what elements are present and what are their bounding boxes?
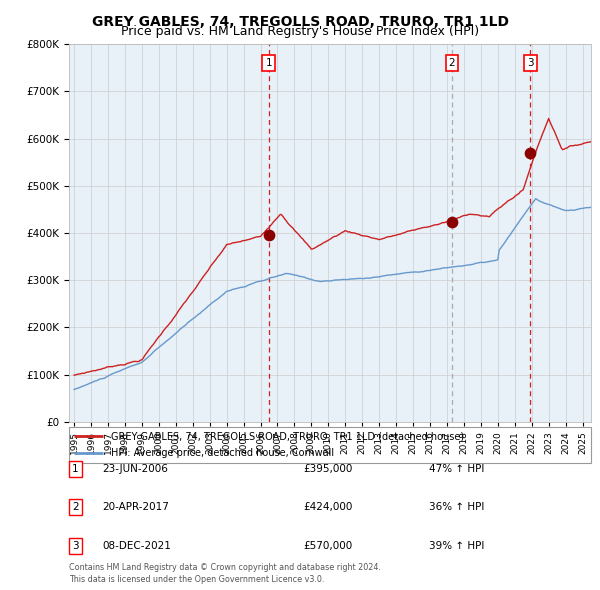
Text: 47% ↑ HPI: 47% ↑ HPI <box>429 464 484 474</box>
Text: 2: 2 <box>72 503 79 512</box>
Text: HPI: Average price, detached house, Cornwall: HPI: Average price, detached house, Corn… <box>111 448 334 458</box>
Text: Price paid vs. HM Land Registry's House Price Index (HPI): Price paid vs. HM Land Registry's House … <box>121 25 479 38</box>
Text: 36% ↑ HPI: 36% ↑ HPI <box>429 503 484 512</box>
Text: GREY GABLES, 74, TREGOLLS ROAD, TRURO, TR1 1LD (detached house): GREY GABLES, 74, TREGOLLS ROAD, TRURO, T… <box>111 431 464 441</box>
Text: Contains HM Land Registry data © Crown copyright and database right 2024.: Contains HM Land Registry data © Crown c… <box>69 563 381 572</box>
Text: 23-JUN-2006: 23-JUN-2006 <box>102 464 168 474</box>
Text: 20-APR-2017: 20-APR-2017 <box>102 503 169 512</box>
Point <box>264 231 274 240</box>
Text: 1: 1 <box>72 464 79 474</box>
Text: 1: 1 <box>265 58 272 68</box>
Text: 39% ↑ HPI: 39% ↑ HPI <box>429 541 484 550</box>
Text: 3: 3 <box>527 58 534 68</box>
Text: 3: 3 <box>72 541 79 550</box>
Text: £570,000: £570,000 <box>303 541 352 550</box>
Text: 2: 2 <box>449 58 455 68</box>
Text: 08-DEC-2021: 08-DEC-2021 <box>102 541 171 550</box>
Text: This data is licensed under the Open Government Licence v3.0.: This data is licensed under the Open Gov… <box>69 575 325 584</box>
Point <box>526 148 535 158</box>
Text: £395,000: £395,000 <box>303 464 352 474</box>
Text: £424,000: £424,000 <box>303 503 352 512</box>
Text: GREY GABLES, 74, TREGOLLS ROAD, TRURO, TR1 1LD: GREY GABLES, 74, TREGOLLS ROAD, TRURO, T… <box>91 15 509 29</box>
Point <box>447 217 457 227</box>
